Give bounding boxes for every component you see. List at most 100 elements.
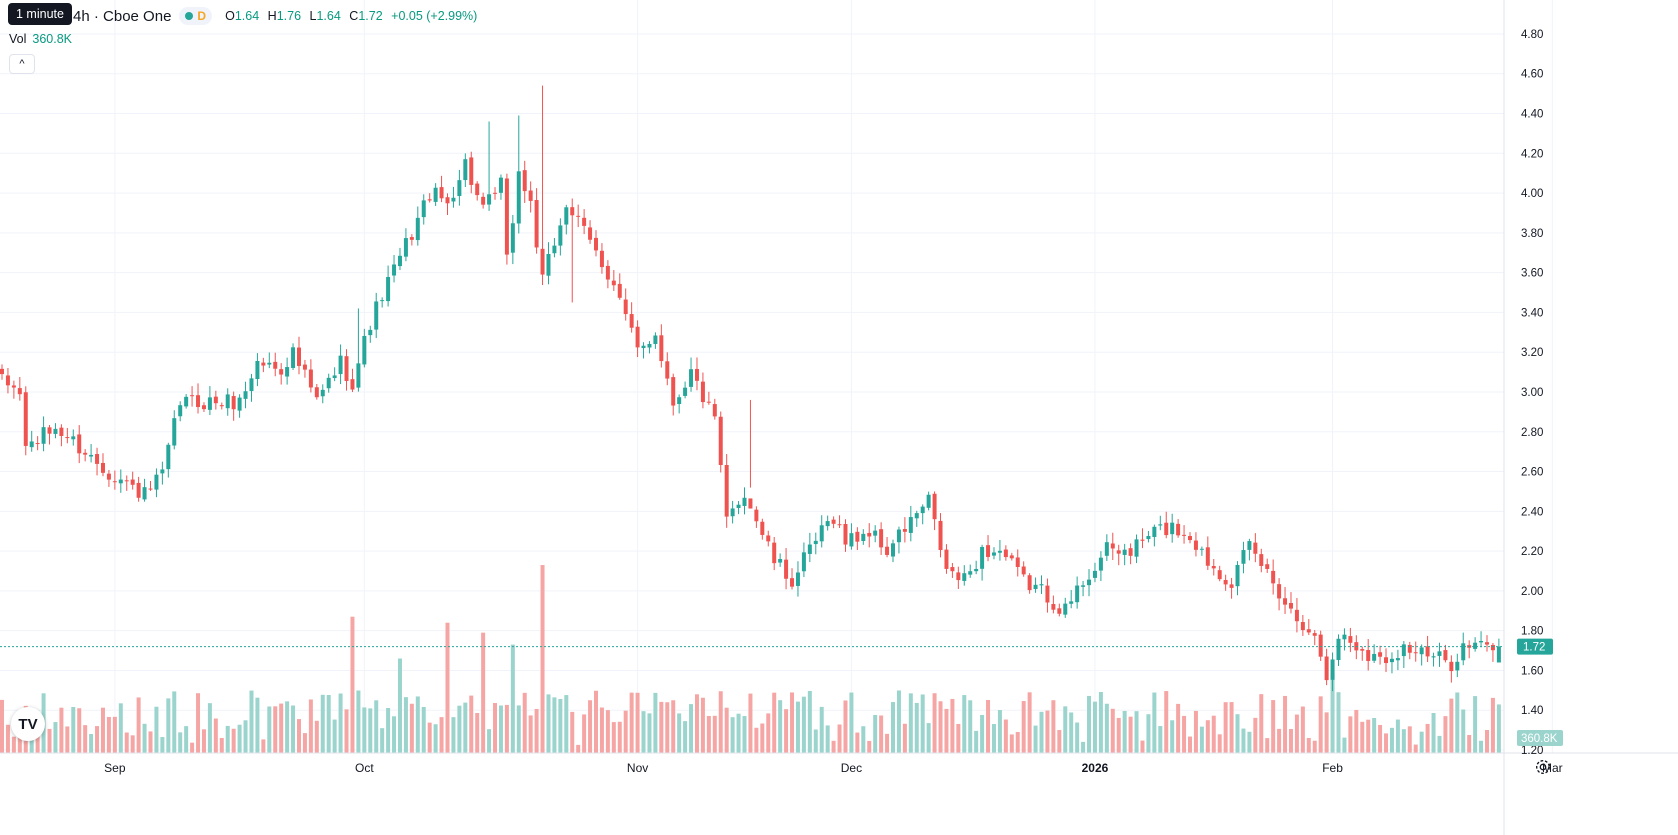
- price-tick-label: 2.80: [1521, 427, 1543, 439]
- settings-gear-icon[interactable]: [1534, 758, 1552, 776]
- candle-body: [65, 437, 70, 439]
- volume-bar: [635, 692, 640, 753]
- volume-bar: [742, 716, 747, 753]
- volume-bar: [1247, 731, 1252, 753]
- tradingview-logo[interactable]: TV: [11, 707, 45, 741]
- candle-body: [225, 394, 230, 409]
- volume-bar: [1146, 714, 1151, 753]
- candle-body: [457, 180, 462, 197]
- candle-body: [130, 479, 135, 485]
- volume-bar: [807, 691, 812, 753]
- candle-body: [362, 335, 367, 365]
- candle-body: [1152, 526, 1157, 537]
- volume-bar: [623, 710, 628, 753]
- candle-body: [1128, 548, 1133, 556]
- candle-body: [1188, 536, 1192, 541]
- volume-bar: [1241, 728, 1246, 753]
- volume-bar: [552, 697, 557, 753]
- volume-badge: [1517, 730, 1563, 746]
- candle-body: [498, 177, 503, 193]
- volume-bar: [522, 692, 527, 753]
- volume-bar: [1360, 721, 1365, 753]
- volume-bar: [427, 722, 432, 753]
- volume-bar: [89, 734, 94, 753]
- low-label: L: [309, 9, 317, 23]
- volume-bar: [463, 702, 468, 753]
- volume-bar: [481, 632, 486, 753]
- candle-body: [795, 572, 800, 586]
- collapse-legend-button[interactable]: ^: [9, 54, 35, 74]
- candle-body: [1223, 579, 1228, 585]
- candle-body: [1217, 570, 1222, 580]
- delayed-badge: D: [197, 9, 207, 23]
- candle-body: [5, 375, 10, 386]
- volume-bar: [760, 723, 765, 753]
- market-status[interactable]: D: [179, 7, 213, 25]
- volume-bar: [766, 713, 771, 753]
- candle-body: [504, 178, 509, 255]
- volume-bar: [356, 690, 361, 753]
- candle-body: [415, 217, 420, 241]
- volume-bar: [392, 716, 397, 753]
- candle-body: [350, 379, 355, 390]
- candle-body: [83, 452, 88, 455]
- candle-body: [1146, 535, 1151, 540]
- volume-bar: [1455, 692, 1460, 753]
- candle-body: [980, 546, 985, 569]
- price-tick-label: 3.60: [1521, 268, 1543, 280]
- candle-body: [1378, 652, 1383, 657]
- candle-body: [790, 578, 795, 587]
- candle-body: [136, 482, 141, 498]
- volume-bar: [1288, 728, 1293, 753]
- candle-body: [623, 299, 628, 315]
- volume-bar: [374, 700, 379, 753]
- candle-body: [1098, 557, 1103, 571]
- volume-bar: [1110, 708, 1115, 753]
- volume-bar: [1336, 692, 1341, 753]
- volume-bar: [546, 694, 551, 753]
- volume-bar: [1395, 719, 1400, 753]
- last-price-badge-text: 1.72: [1523, 642, 1545, 654]
- candle-body: [908, 517, 913, 533]
- candle-body: [112, 481, 117, 483]
- chevron-up-icon: ^: [19, 58, 25, 70]
- volume-bar: [1051, 700, 1056, 753]
- volume-bar: [380, 728, 385, 753]
- candle-body: [891, 543, 895, 557]
- candle-body: [1473, 642, 1478, 649]
- volume-bar: [891, 702, 895, 753]
- volume-bar: [1223, 702, 1228, 753]
- volume-bar: [1431, 713, 1436, 753]
- candle-body: [475, 183, 480, 196]
- volume-bar: [843, 700, 848, 753]
- candle-body: [1425, 646, 1430, 657]
- candle-body: [1312, 633, 1317, 636]
- price-tick-label: 4.20: [1521, 148, 1543, 160]
- volume-bar: [700, 697, 705, 753]
- candle-body: [469, 157, 474, 185]
- candle-body: [558, 225, 563, 246]
- volume-bar: [1069, 712, 1074, 753]
- candle-body: [932, 493, 937, 520]
- candle-body: [386, 276, 391, 302]
- volume-bar: [1467, 734, 1472, 753]
- candle-body: [255, 360, 260, 379]
- price-tick-label: 4.60: [1521, 69, 1543, 81]
- volume-bar: [1205, 720, 1210, 753]
- volume-bar: [124, 732, 129, 753]
- volume-bar: [11, 736, 16, 753]
- volume-bar: [1057, 730, 1062, 753]
- volume-bar: [831, 740, 836, 753]
- open-label: O: [225, 9, 235, 23]
- open-value: 1.64: [234, 9, 260, 23]
- candle-body: [552, 245, 557, 254]
- candle-body: [712, 404, 717, 417]
- candle-body: [451, 197, 456, 202]
- volume-bar: [1271, 700, 1276, 753]
- candle-body: [368, 329, 373, 336]
- volume-bar: [694, 694, 699, 753]
- volume-bar: [1312, 740, 1317, 753]
- volume-bar: [908, 693, 913, 753]
- volume-bar: [914, 702, 919, 753]
